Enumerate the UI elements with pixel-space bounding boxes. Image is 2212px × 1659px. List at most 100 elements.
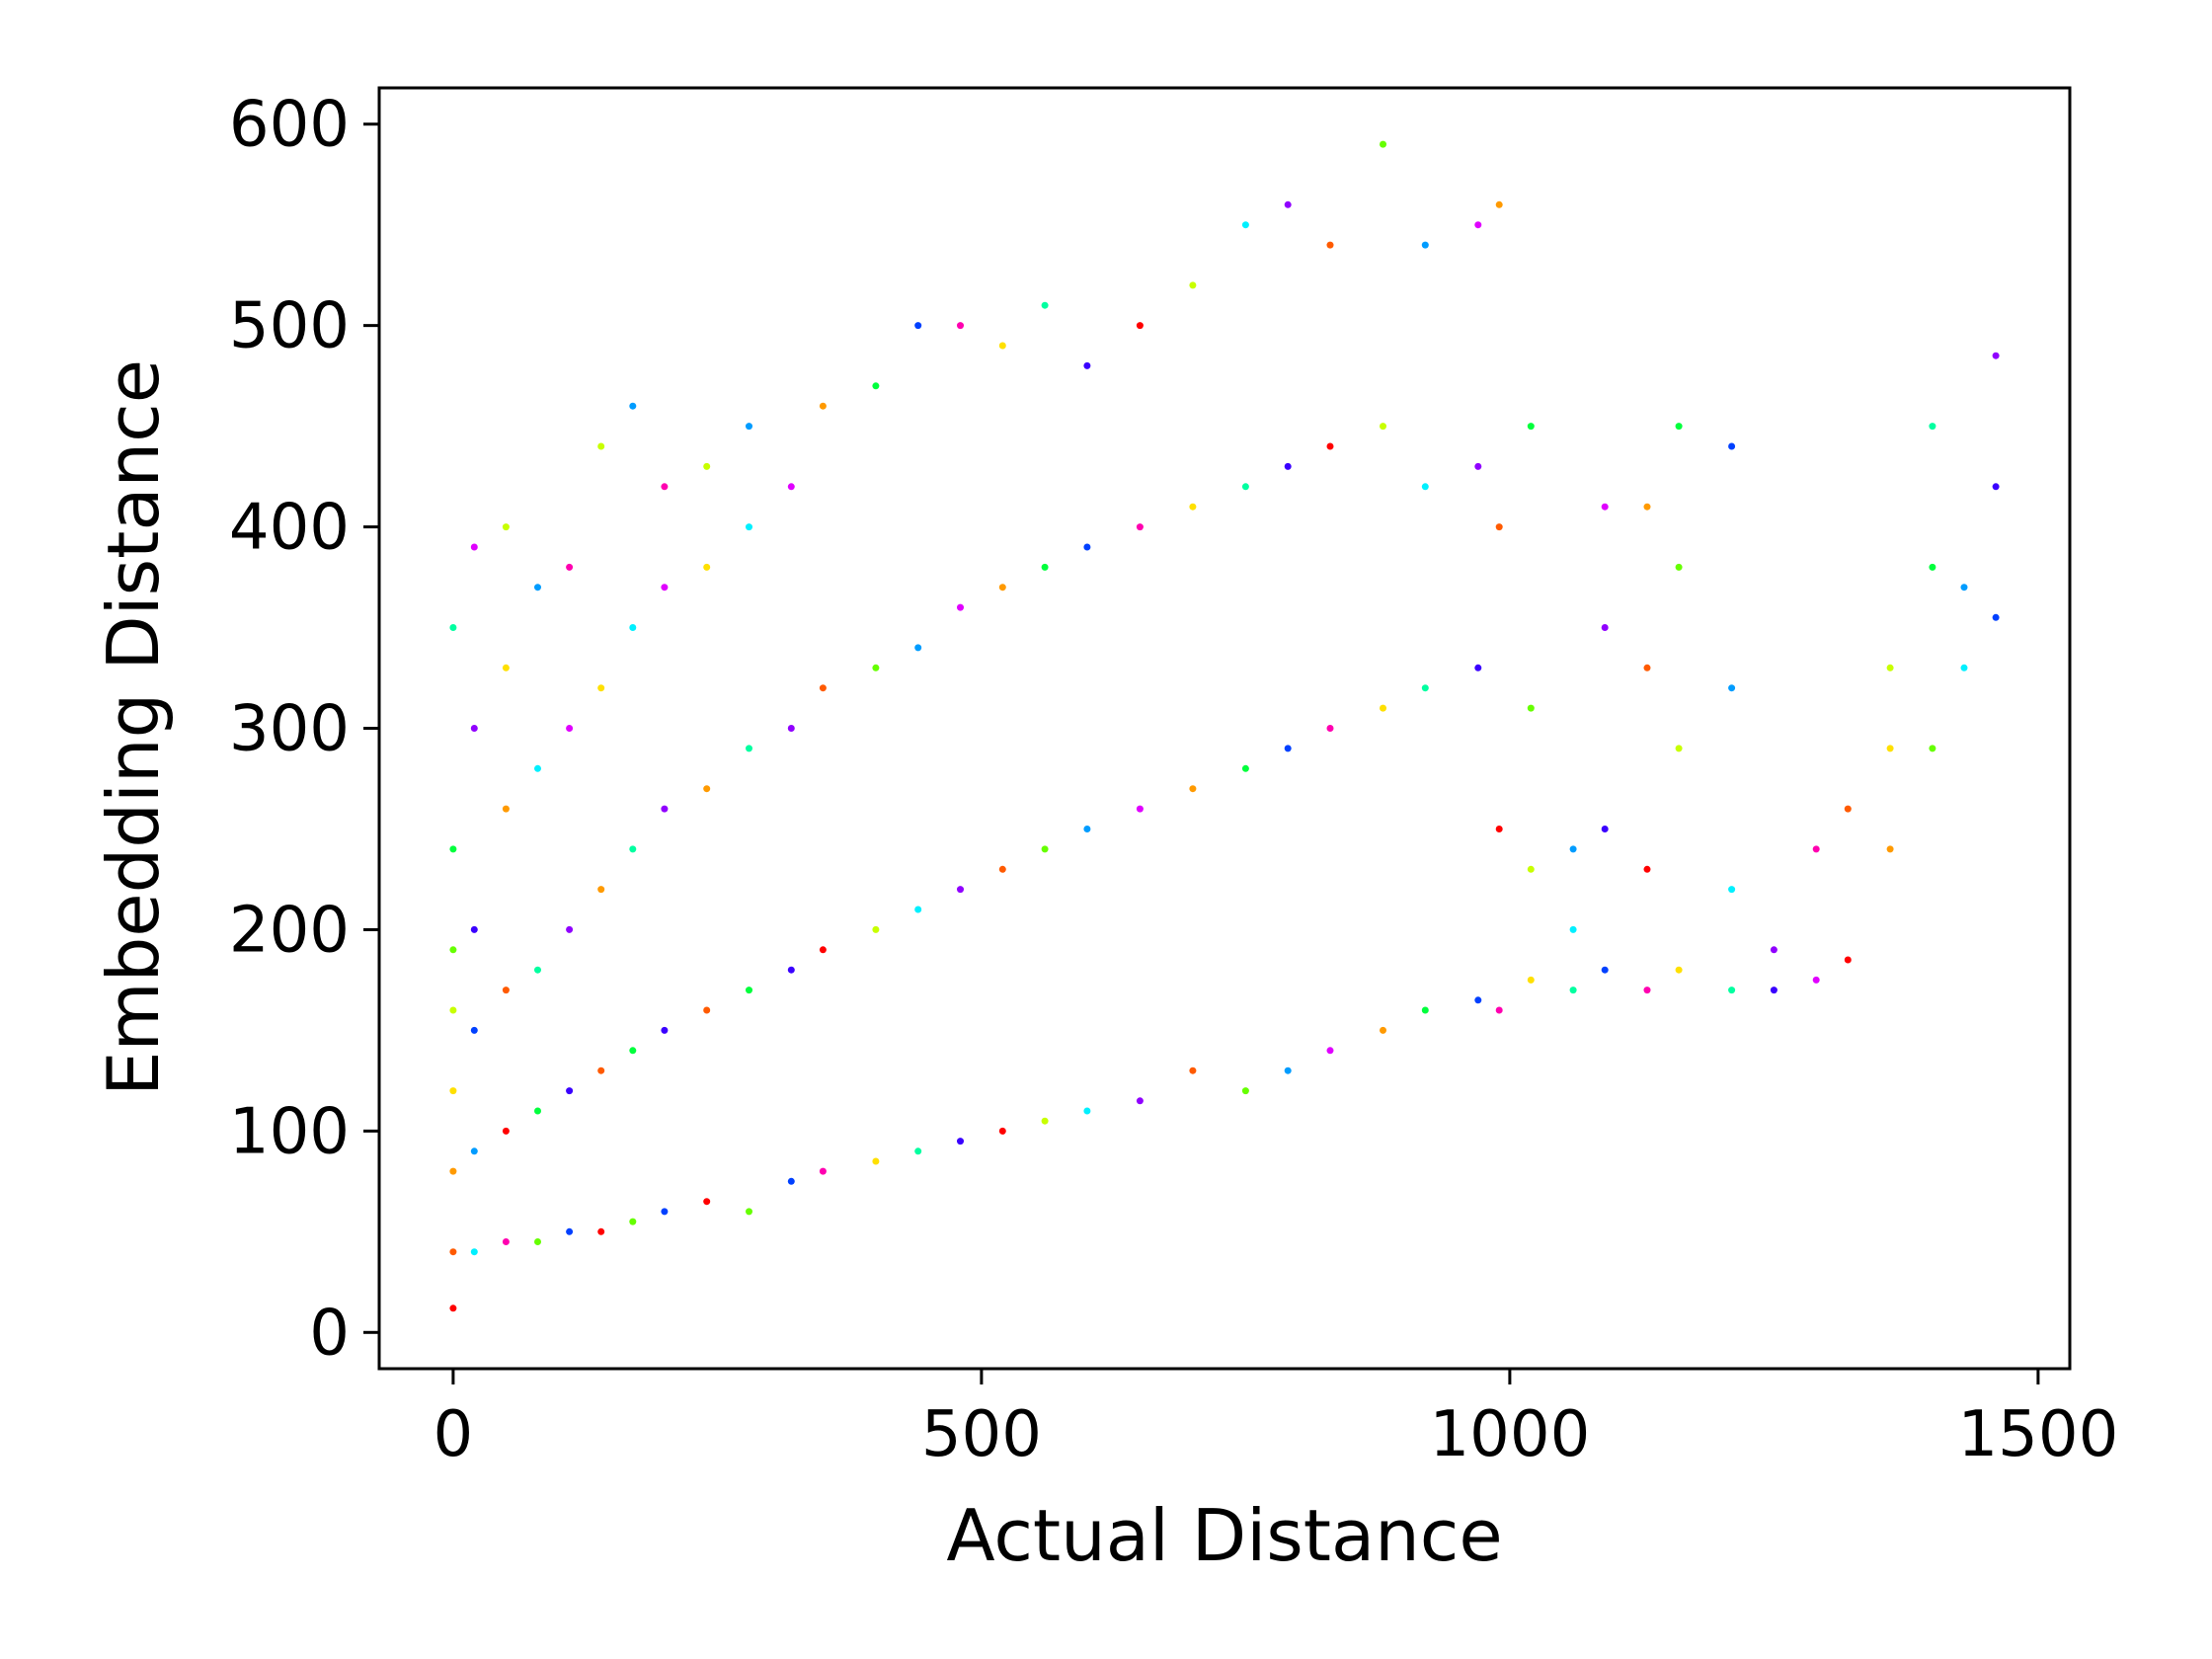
data-point: [1189, 785, 1197, 793]
data-point: [1527, 976, 1535, 984]
data-point: [819, 946, 827, 954]
data-point: [1189, 503, 1197, 511]
data-point: [1421, 241, 1429, 249]
data-point: [1421, 1006, 1429, 1014]
data-point: [1380, 704, 1386, 712]
data-point: [1728, 442, 1736, 450]
data-point: [1284, 745, 1292, 752]
data-point: [1675, 423, 1683, 431]
data-point: [1601, 624, 1609, 631]
data-point: [1189, 1066, 1197, 1074]
y-tick-label: 200: [229, 894, 350, 967]
data-point: [470, 1026, 478, 1034]
data-point: [957, 886, 964, 894]
data-point: [566, 925, 574, 933]
data-point: [1421, 483, 1429, 491]
data-point: [872, 925, 880, 933]
data-point: [957, 322, 964, 330]
data-point: [1886, 745, 1894, 752]
data-point: [746, 745, 752, 752]
data-point: [1728, 886, 1736, 894]
data-point: [1601, 966, 1609, 974]
data-point: [597, 1227, 605, 1235]
data-point: [1041, 1117, 1049, 1125]
data-point: [597, 1066, 605, 1074]
data-point: [1929, 423, 1936, 431]
y-tick-label: 300: [229, 693, 350, 766]
data-point: [1812, 976, 1820, 984]
data-point: [1241, 764, 1249, 772]
data-point: [1643, 987, 1651, 994]
data-point: [819, 1167, 827, 1175]
data-point: [470, 725, 478, 732]
y-tick-label: 0: [309, 1297, 350, 1370]
data-point: [661, 1026, 669, 1034]
data-point: [629, 624, 637, 631]
plot-background: [379, 88, 2070, 1369]
data-point: [1992, 613, 2000, 621]
data-point: [1569, 845, 1577, 853]
data-point: [1380, 1026, 1386, 1034]
data-point: [1326, 241, 1334, 249]
data-point: [566, 1227, 574, 1235]
data-point: [661, 483, 669, 491]
data-point: [1474, 221, 1482, 229]
data-point: [1643, 503, 1651, 511]
data-point: [1643, 664, 1651, 672]
data-point: [1083, 1107, 1091, 1115]
data-point: [502, 664, 510, 672]
data-point: [1041, 845, 1049, 853]
data-point: [914, 644, 922, 652]
data-point: [703, 785, 711, 793]
data-point: [1844, 805, 1852, 813]
data-point: [787, 1177, 795, 1185]
data-point: [1380, 423, 1386, 431]
data-point: [534, 764, 541, 772]
data-point: [1495, 1006, 1503, 1014]
data-point: [1421, 684, 1429, 692]
data-point: [629, 845, 637, 853]
data-point: [470, 1147, 478, 1155]
x-axis-ticks: 0 500 1000 1500: [434, 1369, 2118, 1471]
data-point: [1960, 584, 1968, 592]
data-point: [1675, 563, 1683, 571]
data-point: [1886, 845, 1894, 853]
data-point: [1844, 956, 1852, 964]
data-point: [502, 1127, 510, 1135]
data-point: [1083, 543, 1091, 551]
y-tick-label: 600: [229, 89, 350, 162]
data-point: [449, 946, 457, 954]
data-point: [1474, 664, 1482, 672]
data-point: [914, 322, 922, 330]
data-point: [1675, 966, 1683, 974]
data-point: [703, 462, 711, 470]
data-point: [1728, 987, 1736, 994]
data-point: [703, 1006, 711, 1014]
y-axis-ticks: 0 100 200 300 400 500 600: [229, 89, 379, 1370]
data-point: [449, 1087, 457, 1095]
data-point: [470, 925, 478, 933]
data-point: [1284, 462, 1292, 470]
data-point: [1241, 483, 1249, 491]
data-point: [1380, 140, 1386, 148]
data-point: [1569, 987, 1577, 994]
data-point: [449, 1248, 457, 1256]
data-point: [1960, 664, 1968, 672]
data-point: [502, 1238, 510, 1245]
data-point: [1326, 442, 1334, 450]
data-point: [746, 987, 752, 994]
data-point: [1527, 704, 1535, 712]
data-point: [1284, 200, 1292, 208]
data-point: [1136, 322, 1144, 330]
data-point: [998, 584, 1006, 592]
data-point: [819, 684, 827, 692]
data-point: [1770, 987, 1778, 994]
data-point: [1886, 664, 1894, 672]
data-point: [1643, 865, 1651, 873]
data-point: [1495, 826, 1503, 832]
y-tick-label: 500: [229, 290, 350, 363]
data-point: [1136, 805, 1144, 813]
data-point: [957, 1138, 964, 1146]
data-point: [746, 1208, 752, 1216]
data-point: [746, 523, 752, 531]
